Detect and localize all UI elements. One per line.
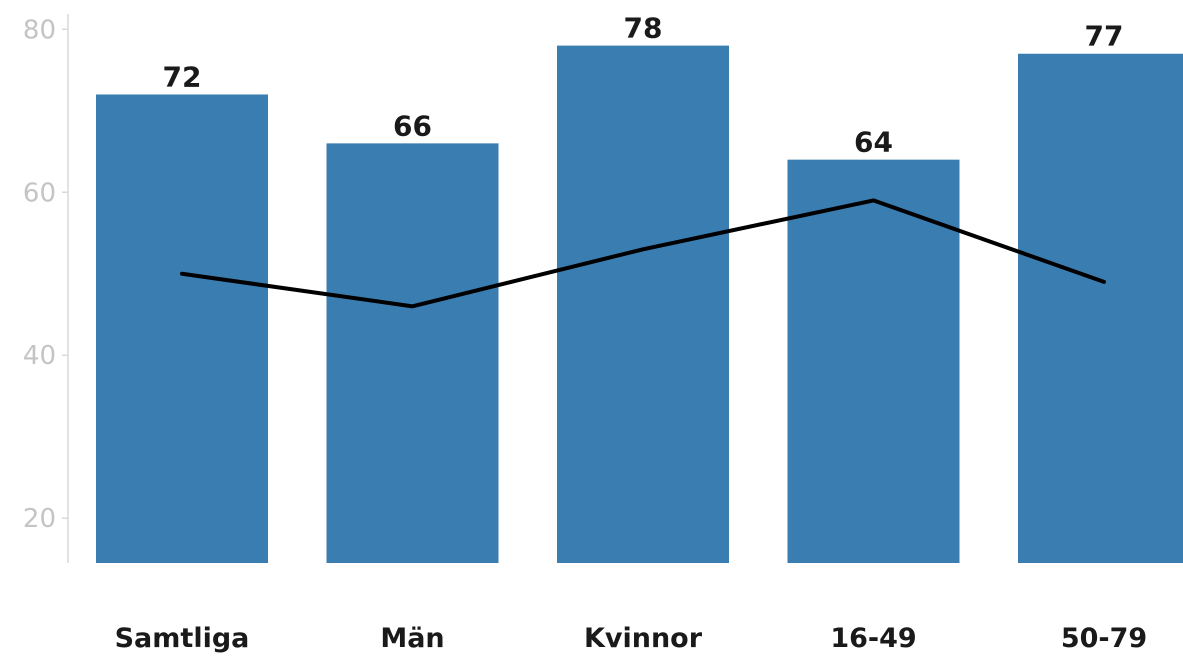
y-tick-label: 20 (23, 504, 56, 534)
x-category-label: Män (380, 623, 444, 654)
line-series (180, 198, 1106, 309)
y-tick-label: 60 (23, 178, 56, 208)
bar-män (326, 143, 499, 564)
bar-value-label: 77 (1085, 20, 1124, 53)
bar-value-label: 78 (624, 12, 663, 45)
bar-kvinnor (557, 45, 729, 564)
bar-samtliga (96, 94, 268, 564)
bar-50-79 (1018, 53, 1183, 563)
y-tick-label: 40 (23, 341, 56, 371)
bar-value-label: 66 (393, 109, 432, 142)
y-tick-label: 80 (23, 15, 56, 45)
bar-16-49 (787, 159, 960, 563)
x-category-label: Samtliga (115, 623, 250, 654)
x-category-label: 16-49 (830, 623, 916, 654)
x-category-label: Kvinnor (584, 623, 703, 654)
bar-series (96, 45, 1183, 564)
bar-value-label: 72 (163, 60, 202, 93)
y-axis-ticks: 20 40 60 80 (23, 15, 68, 534)
bar-data-labels: 72 66 78 64 77 (163, 12, 1124, 159)
x-axis-category-labels: Samtliga Män Kvinnor 16-49 50-79 (115, 623, 1148, 654)
x-category-label: 50-79 (1061, 623, 1147, 654)
bar-value-label: 64 (854, 126, 893, 159)
